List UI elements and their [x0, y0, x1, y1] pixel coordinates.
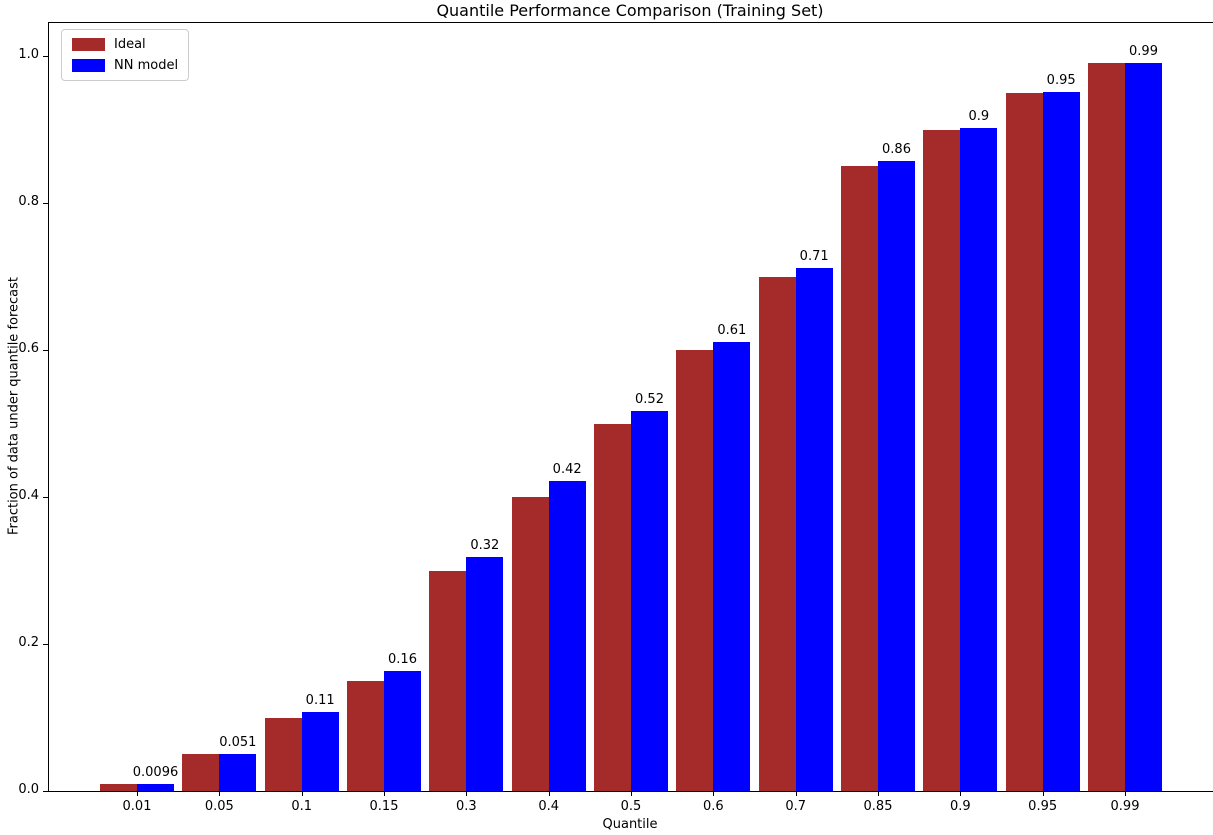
bar-nn-model — [631, 411, 668, 791]
legend-item-ideal: Ideal — [72, 37, 178, 52]
bar-nn-model — [466, 557, 504, 791]
x-tick-mark — [713, 791, 715, 796]
bar-value-label: 0.61 — [717, 322, 747, 338]
x-tick-label: 0.7 — [785, 799, 806, 814]
y-axis-label: Fraction of data under quantile forecast — [6, 276, 22, 536]
x-tick-label: 0.85 — [863, 799, 893, 814]
bar-ideal — [594, 423, 631, 791]
bar-value-label: 0.051 — [219, 734, 257, 750]
bar-value-label: 0.95 — [1046, 73, 1076, 89]
bar-nn-model — [878, 161, 915, 791]
y-tick-label: 0.6 — [18, 341, 39, 357]
x-tick-mark — [1042, 791, 1044, 796]
bar-value-label: 0.99 — [1129, 44, 1158, 60]
x-tick-label: 0.95 — [1028, 799, 1058, 814]
x-tick-mark — [1125, 791, 1126, 796]
x-tick-mark — [795, 791, 797, 796]
x-tick-label: 0.01 — [122, 799, 152, 814]
legend-item-nn-model: NN model — [72, 58, 178, 73]
x-tick-mark — [219, 791, 221, 796]
bar-ideal — [758, 276, 796, 791]
x-tick-label: 0.05 — [204, 799, 234, 814]
bar-value-label: 0.42 — [552, 461, 582, 477]
bar-ideal — [264, 717, 302, 791]
bar-ideal — [1005, 92, 1043, 791]
bar-value-label: 0.11 — [305, 692, 335, 708]
bar-value-label: 0.32 — [470, 538, 500, 554]
y-tick-mark — [43, 350, 49, 352]
x-tick-label: 0.3 — [455, 799, 477, 814]
bar-ideal — [676, 350, 714, 791]
chart-title: Quantile Performance Comparison (Trainin… — [436, 1, 824, 20]
x-tick-mark — [878, 791, 879, 796]
bar-value-label: 0.9 — [968, 109, 990, 125]
bar-ideal — [429, 570, 467, 791]
x-axis-label: Quantile — [602, 817, 658, 832]
y-tick-label: 0.8 — [18, 194, 39, 210]
x-tick-label: 0.5 — [620, 799, 642, 814]
bar-ideal — [100, 783, 137, 791]
y-tick-mark — [43, 791, 49, 792]
x-tick-mark — [466, 791, 468, 796]
bar-ideal — [511, 497, 549, 791]
x-tick-label: 0.4 — [538, 799, 559, 814]
x-tick-mark — [631, 791, 632, 796]
y-tick-mark — [43, 497, 49, 499]
x-tick-label: 0.1 — [291, 799, 312, 814]
y-tick-mark — [43, 644, 49, 645]
x-tick-mark — [548, 791, 550, 796]
y-tick-mark — [43, 56, 49, 58]
legend: Ideal NN model — [61, 29, 190, 81]
x-tick-mark — [960, 791, 962, 796]
legend-swatch-ideal — [72, 38, 105, 51]
bar-nn-model — [301, 711, 339, 791]
x-tick-mark — [301, 791, 303, 796]
bar-nn-model — [713, 341, 751, 791]
bar-value-label: 0.0096 — [132, 764, 179, 780]
legend-swatch-nn-model — [72, 59, 105, 72]
y-tick-label: 0.4 — [18, 488, 39, 504]
bar-ideal — [923, 129, 961, 791]
bar-ideal — [347, 680, 384, 791]
legend-label-ideal: Ideal — [114, 37, 146, 52]
plot-area: Ideal NN model 0.0096 0.01 0.051 0.05 0.11 0.… — [18, 22, 1213, 814]
bar-nn-model — [1042, 92, 1080, 791]
x-tick-mark — [384, 791, 385, 796]
y-tick-mark — [43, 203, 49, 205]
y-tick-label: 1.0 — [18, 47, 39, 63]
bar-nn-model — [548, 480, 586, 791]
x-tick-label: 0.15 — [369, 799, 399, 814]
x-tick-label: 0.99 — [1110, 799, 1140, 814]
y-tick-label: 0.2 — [18, 635, 39, 650]
bar-ideal — [182, 754, 220, 791]
bar-value-label: 0.86 — [882, 142, 911, 158]
bar-nn-model — [1125, 63, 1162, 791]
x-tick-label: 0.6 — [702, 799, 724, 814]
bar-nn-model — [384, 671, 421, 791]
bar-ideal — [841, 166, 878, 791]
y-tick-label: 0.0 — [18, 782, 39, 797]
x-tick-label: 0.9 — [949, 799, 971, 814]
bar-nn-model — [137, 783, 174, 791]
bar-nn-model — [795, 267, 833, 791]
bar-ideal — [1088, 63, 1125, 791]
x-tick-mark — [137, 791, 138, 796]
bar-value-label: 0.71 — [799, 248, 829, 264]
bar-nn-model — [960, 128, 998, 791]
bar-value-label: 0.16 — [388, 652, 417, 668]
bar-value-label: 0.52 — [635, 392, 664, 408]
bar-nn-model — [219, 753, 257, 791]
legend-label-nn-model: NN model — [114, 58, 179, 73]
